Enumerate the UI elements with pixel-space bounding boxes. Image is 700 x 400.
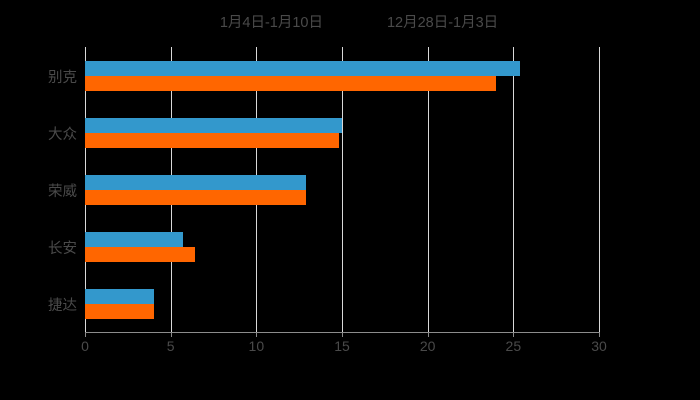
gridline-x: [599, 47, 600, 332]
x-tick-label: 30: [591, 338, 607, 354]
y-axis-category-label: 荣威: [48, 183, 77, 200]
x-tick-mark: [170, 332, 172, 337]
x-tick-mark: [85, 332, 86, 337]
y-axis-category-labels: 别克大众荣威长安捷达: [0, 47, 77, 332]
gridline-x: [513, 47, 515, 332]
x-tick-label: 20: [419, 338, 436, 354]
legend-label-series-1: 12月28日-1月3日: [386, 15, 499, 31]
plot-area: [85, 47, 600, 332]
bar[interactable]: [85, 288, 154, 304]
x-tick-mark: [342, 332, 343, 337]
bar-group: [85, 288, 599, 319]
x-tick-mark: [256, 332, 258, 337]
x-tick-label: 5: [166, 338, 175, 354]
legend-square-marker-icon: [369, 16, 380, 27]
bar[interactable]: [85, 303, 154, 319]
legend-item-series-0[interactable]: 1月4日-1月10日: [202, 11, 323, 32]
x-tick-label: 15: [334, 338, 350, 354]
y-axis-category-label: 长安: [48, 240, 77, 257]
bar[interactable]: [85, 246, 195, 262]
gridline-x: [427, 47, 429, 332]
chart-legend: 1月4日-1月10日 12月28日-1月3日: [0, 11, 700, 32]
x-tick-label: 25: [505, 338, 522, 354]
bar-group: [85, 231, 599, 262]
x-tick-label: 10: [248, 338, 265, 354]
bar[interactable]: [85, 117, 342, 133]
bar[interactable]: [85, 132, 339, 148]
gridline-x: [342, 47, 343, 332]
x-tick-label: 0: [81, 338, 89, 354]
x-tick-mark: [427, 332, 429, 337]
legend-item-series-1[interactable]: 12月28日-1月3日: [369, 11, 498, 32]
bar[interactable]: [85, 75, 497, 91]
bar[interactable]: [85, 231, 183, 247]
bar[interactable]: [85, 189, 307, 205]
y-axis-category-label: 大众: [48, 126, 77, 143]
bar-group: [85, 174, 599, 205]
bar[interactable]: [85, 174, 307, 190]
bar-group: [85, 117, 599, 148]
y-axis-category-label: 别克: [48, 69, 77, 86]
y-axis-category-label: 捷达: [48, 297, 77, 314]
legend-circle-marker-icon: [202, 16, 213, 27]
x-tick-mark: [599, 332, 600, 337]
bar[interactable]: [85, 60, 521, 76]
x-tick-mark: [513, 332, 515, 337]
legend-label-series-0: 1月4日-1月10日: [219, 15, 323, 31]
bar-group: [85, 60, 599, 91]
